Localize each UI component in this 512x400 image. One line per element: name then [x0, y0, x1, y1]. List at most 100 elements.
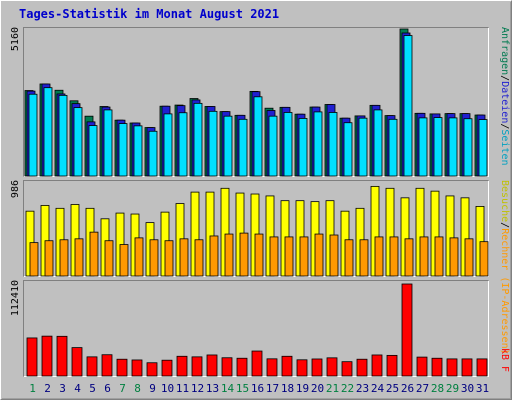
bar-seiten-day-10: [163, 113, 173, 177]
bar-rechner-day-15: [239, 232, 249, 277]
day-label-14: 14: [221, 382, 235, 395]
legend-kbytes: kB F: [499, 348, 510, 372]
bar-seiten-day-21: [328, 112, 338, 177]
bar-seiten-day-20: [313, 111, 323, 177]
bar-seiten-day-30: [463, 118, 473, 177]
bar-kbytes-day-8: [131, 359, 143, 377]
panel-top-bevel-dark: [23, 27, 489, 177]
day-label-21: 21: [326, 382, 339, 395]
day-label-15: 15: [236, 382, 249, 395]
bar-kbytes-day-9: [146, 362, 158, 377]
bar-rechner-day-16: [254, 233, 264, 277]
bar-rechner-day-22: [344, 239, 354, 277]
legend-separator-1: /: [499, 75, 510, 81]
bar-rechner-day-20: [314, 233, 324, 277]
panel-middle-bevel-light: [24, 181, 489, 277]
bar-rechner-day-14: [224, 233, 234, 277]
bar-kbytes-day-4: [71, 347, 83, 377]
bar-kbytes-day-22: [341, 361, 353, 377]
legend-top: Anfragen/Dateien/Seiten: [499, 27, 510, 166]
bar-seiten-day-7: [118, 123, 128, 177]
bar-rechner-day-25: [389, 236, 399, 277]
bar-seiten-day-29: [448, 117, 458, 177]
bar-rechner-day-2: [44, 240, 54, 277]
y-max-label-middle: 986: [10, 180, 21, 198]
bar-rechner-day-18: [284, 236, 294, 277]
day-label-10: 10: [161, 382, 174, 395]
bar-seiten-day-25: [388, 118, 398, 177]
bar-kbytes-day-1: [26, 337, 38, 377]
bar-kbytes-day-24: [371, 354, 383, 377]
y-max-label-top: 5160: [10, 27, 21, 51]
bar-rechner-day-27: [419, 236, 429, 277]
bar-kbytes-day-3: [56, 335, 68, 377]
chart-title: Tages-Statistik im Monat August 2021: [19, 7, 279, 21]
bar-rechner-day-10: [164, 240, 174, 277]
bar-seiten-day-13: [208, 110, 218, 177]
day-label-23: 23: [356, 382, 369, 395]
legend-middle: Besuche/Rechner (IP-Adressen): [499, 180, 510, 355]
legend-separator-3: /: [499, 222, 510, 228]
bar-kbytes-day-16: [251, 350, 263, 377]
bar-seiten-day-23: [358, 117, 368, 177]
panel-bottom-bevel-light: [24, 281, 489, 377]
bar-seiten-day-6: [103, 109, 113, 177]
bar-seiten-day-26: [403, 35, 413, 177]
bar-rechner-day-12: [194, 239, 204, 277]
bar-kbytes-day-18: [281, 355, 293, 377]
day-label-11: 11: [176, 382, 189, 395]
day-label-26: 26: [401, 382, 414, 395]
bar-seiten-day-28: [433, 117, 443, 177]
bar-rechner-day-17: [269, 236, 279, 277]
bar-kbytes-day-12: [191, 356, 203, 377]
bar-rechner-day-6: [104, 240, 114, 277]
bar-seiten-day-8: [133, 125, 143, 177]
day-label-30: 30: [461, 382, 474, 395]
bar-kbytes-day-23: [356, 358, 368, 377]
day-label-6: 6: [104, 382, 111, 395]
legend-dateien: Dateien: [499, 81, 510, 123]
bar-kbytes-day-27: [416, 356, 428, 377]
bar-seiten-day-12: [193, 102, 203, 177]
day-label-24: 24: [371, 382, 385, 395]
bar-kbytes-day-21: [326, 357, 338, 377]
bar-kbytes-day-10: [161, 359, 173, 377]
panel-top-bevel-light: [24, 28, 489, 177]
bar-kbytes-day-5: [86, 356, 98, 377]
bar-kbytes-day-17: [266, 358, 278, 377]
day-label-18: 18: [281, 382, 294, 395]
bar-rechner-day-11: [179, 238, 189, 277]
legend-separator-2: /: [499, 123, 510, 129]
day-label-8: 8: [134, 382, 141, 395]
legend-anfragen: Anfragen: [499, 27, 510, 75]
bar-seiten-day-3: [58, 94, 68, 177]
day-label-1: 1: [29, 382, 36, 395]
bar-kbytes-day-2: [41, 335, 53, 377]
bar-kbytes-day-31: [476, 358, 488, 377]
bar-seiten-day-19: [298, 118, 308, 177]
bar-rechner-day-19: [299, 236, 309, 277]
bar-rechner-day-3: [59, 239, 69, 277]
bar-seiten-day-17: [268, 115, 278, 177]
bar-rechner-day-9: [149, 239, 159, 277]
day-label-31: 31: [476, 382, 489, 395]
legend-besuche: Besuche: [499, 180, 510, 222]
bar-seiten-day-9: [148, 130, 158, 177]
bar-rechner-day-21: [329, 234, 339, 277]
bar-seiten-day-1: [28, 93, 38, 177]
day-label-27: 27: [416, 382, 429, 395]
day-label-12: 12: [191, 382, 204, 395]
bar-kbytes-day-15: [236, 357, 248, 377]
day-label-25: 25: [386, 382, 399, 395]
day-label-13: 13: [206, 382, 219, 395]
bar-rechner-day-24: [374, 236, 384, 277]
day-label-16: 16: [251, 382, 264, 395]
day-label-7: 7: [119, 382, 126, 395]
bar-kbytes-day-30: [461, 358, 473, 377]
bar-kbytes-day-7: [116, 358, 128, 377]
day-label-3: 3: [59, 382, 66, 395]
legend-rechner: Rechner (IP-Adressen): [499, 228, 510, 354]
